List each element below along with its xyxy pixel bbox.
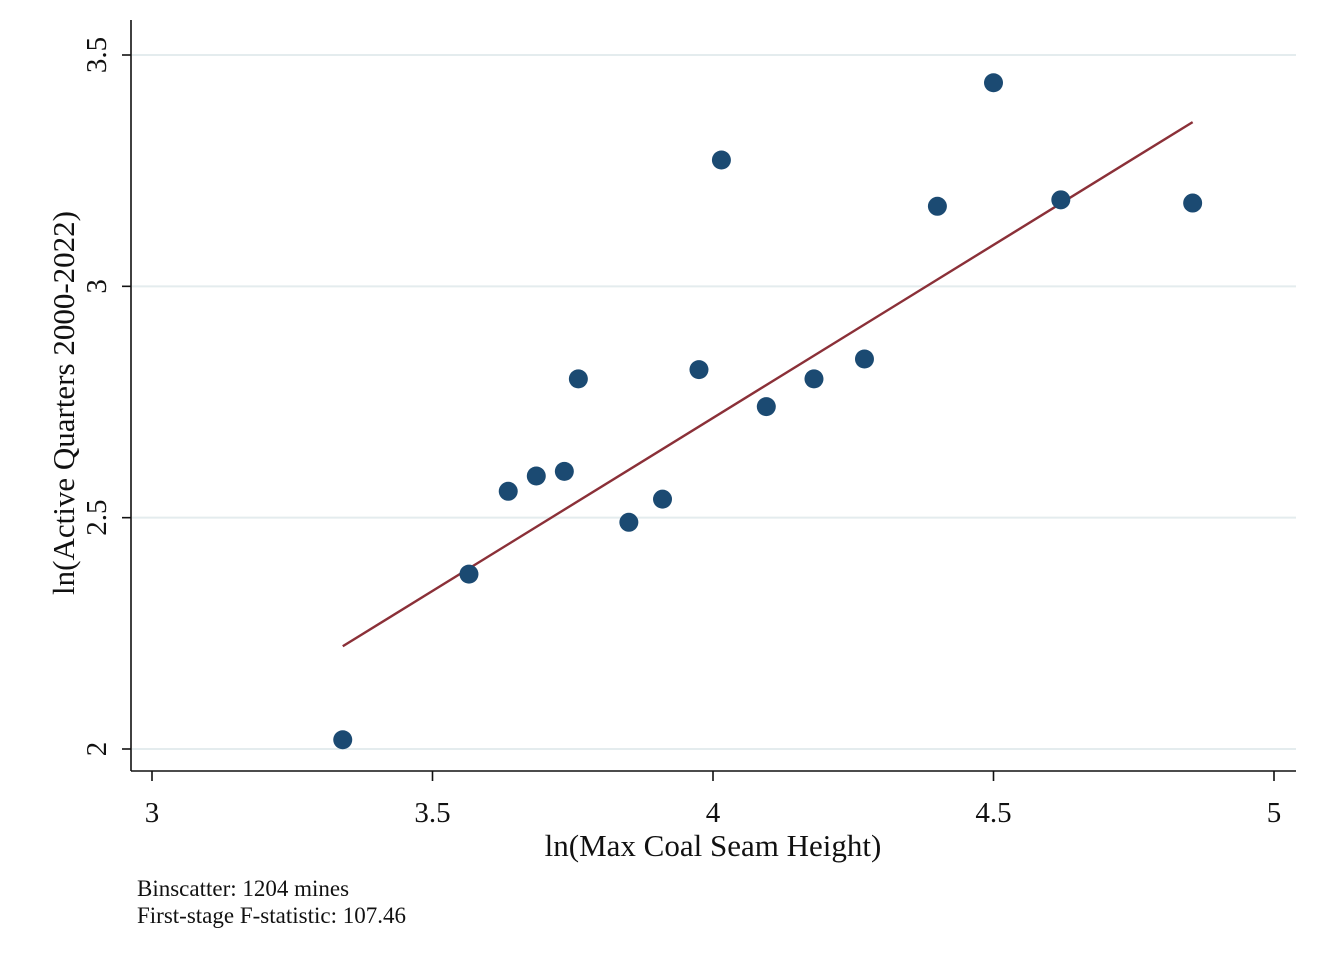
ticks: 2 2.5 3 3.5 3 3.5 4 4.5 5	[81, 37, 1281, 829]
x-tick-label-3: 4.5	[975, 797, 1011, 829]
data-point-7	[653, 489, 673, 509]
data-point-4	[554, 461, 574, 481]
fit-line	[342, 121, 1194, 648]
x-tick-label-4: 5	[1267, 797, 1282, 829]
data-point-15	[1051, 190, 1071, 210]
data-point-8	[689, 360, 709, 380]
y-tick-label-3: 3.5	[81, 37, 113, 73]
x-tick-label-2: 4	[706, 797, 721, 829]
x-axis-title: ln(Max Coal Seam Height)	[545, 828, 882, 863]
annotation-binscatter: Binscatter: 1204 mines	[137, 876, 350, 901]
data-point-6	[619, 512, 639, 532]
data-point-12	[854, 349, 874, 369]
y-tick-label-1: 2.5	[81, 500, 113, 536]
axes	[130, 20, 1296, 772]
data-point-9	[711, 150, 731, 170]
data-point-5	[568, 369, 588, 389]
data-point-10	[756, 397, 776, 417]
y-tick-label-0: 2	[81, 742, 113, 757]
data-point-1	[459, 564, 479, 584]
data-point-11	[804, 369, 824, 389]
data-point-3	[526, 466, 546, 486]
annotation-f-statistic: First-stage F-statistic: 107.46	[137, 903, 406, 928]
points-layer	[333, 73, 1203, 750]
y-axis-title: ln(Active Quarters 2000-2022)	[46, 211, 81, 595]
data-point-14	[984, 73, 1003, 93]
fit-line-layer	[342, 121, 1194, 648]
data-point-0	[333, 730, 353, 750]
data-point-13	[927, 196, 947, 216]
data-point-16	[1183, 193, 1203, 213]
x-tick-label-1: 3.5	[414, 797, 450, 829]
y-tick-label-2: 3	[81, 279, 113, 294]
data-point-2	[498, 481, 518, 501]
gridlines	[132, 54, 1296, 750]
x-tick-label-0: 3	[145, 797, 160, 829]
